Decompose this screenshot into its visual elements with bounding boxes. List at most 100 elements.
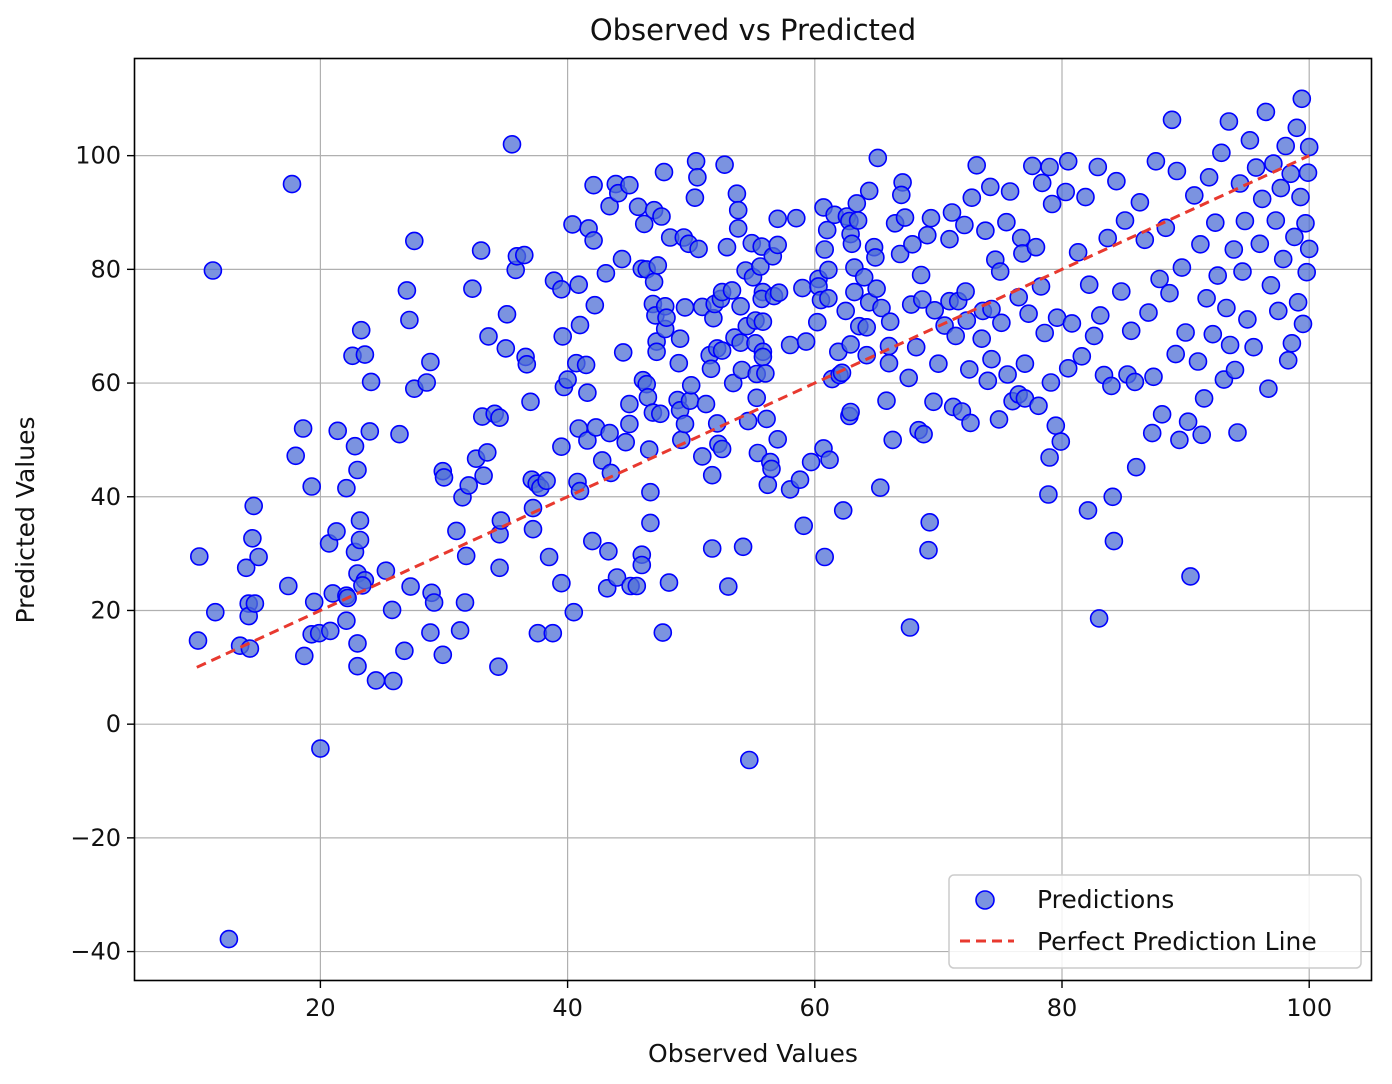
data-point bbox=[1032, 173, 1052, 193]
data-point bbox=[877, 391, 896, 411]
data-point bbox=[857, 345, 877, 365]
data-point bbox=[768, 235, 788, 255]
data-point bbox=[514, 245, 534, 265]
data-point bbox=[1259, 379, 1278, 399]
data-point bbox=[1206, 213, 1225, 232]
data-point bbox=[421, 623, 440, 642]
data-point bbox=[982, 349, 1001, 369]
data-point bbox=[523, 519, 543, 539]
data-point bbox=[650, 404, 670, 424]
y-tick-label: 20 bbox=[90, 596, 121, 624]
legend-label-predictions: Predictions bbox=[1037, 885, 1174, 914]
data-point bbox=[327, 522, 346, 541]
data-point bbox=[688, 168, 707, 187]
data-point bbox=[1058, 358, 1078, 378]
data-point bbox=[433, 645, 453, 665]
data-point bbox=[801, 452, 821, 472]
data-point bbox=[967, 156, 987, 175]
data-point bbox=[243, 528, 262, 548]
data-point bbox=[578, 431, 597, 450]
data-point bbox=[249, 547, 268, 567]
data-point bbox=[1208, 266, 1227, 285]
data-point bbox=[1244, 337, 1263, 357]
data-point bbox=[1046, 416, 1066, 436]
data-point bbox=[641, 482, 660, 502]
data-point bbox=[675, 298, 695, 317]
data-point bbox=[1299, 137, 1319, 157]
data-point bbox=[455, 593, 475, 612]
data-point bbox=[627, 576, 647, 596]
data-point bbox=[1115, 211, 1135, 230]
data-point bbox=[1041, 373, 1061, 392]
data-point bbox=[712, 439, 732, 459]
data-point bbox=[733, 537, 753, 557]
data-point bbox=[768, 429, 788, 449]
data-point bbox=[701, 359, 721, 379]
data-point bbox=[1139, 303, 1158, 322]
data-point bbox=[582, 531, 602, 551]
data-point bbox=[496, 339, 516, 358]
data-point bbox=[350, 530, 370, 550]
data-point bbox=[899, 368, 919, 388]
data-point bbox=[817, 220, 837, 240]
data-point bbox=[900, 618, 920, 637]
data-point bbox=[657, 308, 676, 328]
data-point bbox=[867, 279, 886, 299]
data-point bbox=[1102, 376, 1121, 396]
data-point bbox=[912, 290, 932, 309]
data-point bbox=[552, 279, 571, 299]
data-point bbox=[517, 354, 537, 374]
data-point bbox=[366, 671, 386, 690]
data-point bbox=[917, 225, 937, 245]
data-point bbox=[891, 185, 911, 205]
data-point bbox=[302, 477, 322, 496]
data-point bbox=[1178, 412, 1198, 432]
data-point bbox=[681, 375, 701, 395]
data-point bbox=[1261, 275, 1281, 295]
data-point bbox=[689, 239, 708, 259]
data-point bbox=[1130, 193, 1150, 212]
data-point bbox=[796, 332, 816, 351]
data-point bbox=[669, 353, 689, 373]
data-point bbox=[345, 436, 365, 456]
data-point bbox=[880, 312, 900, 332]
data-point bbox=[552, 573, 571, 593]
scatter-points bbox=[188, 89, 1319, 949]
data-point bbox=[1225, 360, 1245, 380]
data-point bbox=[1088, 157, 1108, 177]
data-point bbox=[628, 197, 648, 217]
x-tick-label: 100 bbox=[1286, 994, 1332, 1022]
data-point bbox=[1233, 262, 1252, 281]
data-point bbox=[946, 326, 966, 346]
data-point bbox=[836, 301, 856, 321]
y-tick-label: −40 bbox=[70, 938, 121, 966]
data-point bbox=[569, 275, 589, 295]
data-point bbox=[686, 152, 706, 171]
data-point bbox=[477, 443, 497, 462]
data-point bbox=[1285, 227, 1304, 247]
data-point bbox=[868, 148, 888, 168]
data-point bbox=[654, 162, 674, 182]
data-point bbox=[1281, 164, 1300, 184]
data-point bbox=[1185, 186, 1204, 205]
y-axis-ticks: −40 −20 0 20 40 60 80 100 bbox=[70, 142, 135, 966]
data-point bbox=[962, 188, 982, 207]
data-point bbox=[1089, 609, 1109, 628]
data-point bbox=[1091, 306, 1110, 325]
data-point bbox=[190, 547, 209, 566]
data-point bbox=[450, 621, 470, 640]
data-point bbox=[293, 419, 313, 438]
data-point bbox=[397, 281, 417, 300]
data-point bbox=[1104, 531, 1124, 551]
data-point bbox=[980, 177, 1000, 197]
data-point bbox=[648, 256, 668, 275]
data-point bbox=[474, 466, 493, 486]
data-point bbox=[1029, 396, 1048, 416]
data-point bbox=[747, 388, 767, 408]
data-point bbox=[942, 203, 962, 222]
data-point bbox=[1240, 131, 1260, 150]
data-point bbox=[728, 219, 748, 238]
data-point bbox=[696, 394, 716, 414]
data-point bbox=[1023, 156, 1042, 176]
data-point bbox=[286, 446, 306, 466]
